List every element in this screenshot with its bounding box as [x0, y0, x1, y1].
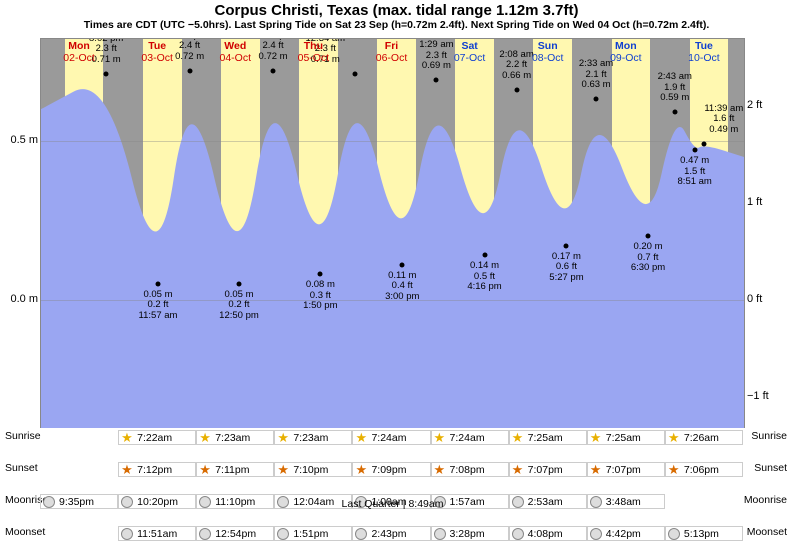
band-cell: 7:26am: [665, 430, 743, 445]
tide-extremum-label: 0.05 m0.2 ft12:50 pm: [219, 290, 259, 321]
band-cell: 7:12pm: [118, 462, 196, 477]
tide-extremum-label: 11:39 am1.6 ft0.49 m: [704, 104, 743, 135]
tide-extremum-dot: [187, 68, 192, 73]
band-cell: 7:24am: [352, 430, 430, 445]
tide-extremum-label: 0.20 m0.7 ft6:30 pm: [631, 242, 665, 273]
row-label-right: Moonrise: [744, 494, 787, 506]
band-cell: 7:25am: [509, 430, 587, 445]
sun-moon-bands: Sunrise Sunrise 7:22am 7:23am 7:23am 7:2…: [40, 430, 745, 494]
tide-extremum-label: 0.05 m0.2 ft11:57 am: [139, 290, 178, 321]
band-cell: 7:08pm: [431, 462, 509, 477]
sunrise-icon: [512, 432, 524, 444]
tide-extremum-dot: [104, 71, 109, 76]
day-header: Sun08-Oct: [509, 40, 587, 64]
day-header: Fri06-Oct: [353, 40, 431, 64]
y-tick-m: 0.5 m: [6, 134, 38, 146]
band-row-sunset: Sunset Sunset 7:12pm 7:11pm 7:10pm 7:09p…: [40, 462, 745, 478]
sunset-icon: [668, 464, 680, 476]
tide-extremum-dot: [564, 243, 569, 248]
band-cell: 7:06pm: [665, 462, 743, 477]
row-label-left: Sunset: [5, 462, 38, 474]
sunset-icon: [512, 464, 524, 476]
sunset-icon: [355, 464, 367, 476]
day-header: Mon02-Oct: [40, 40, 118, 64]
tide-extremum-dot: [645, 234, 650, 239]
band-cell: 7:07pm: [509, 462, 587, 477]
tide-extremum-label: 0.11 m0.4 ft3:00 pm: [385, 271, 419, 302]
tide-extremum-dot: [434, 78, 439, 83]
row-label-right: Sunrise: [751, 430, 787, 442]
tide-extremum-label: 0.47 m1.5 ft8:51 am: [678, 156, 712, 187]
band-cell: 7:07pm: [587, 462, 665, 477]
day-header: Sat07-Oct: [431, 40, 509, 64]
moonset-icon: [590, 528, 602, 540]
sunset-icon: [434, 464, 446, 476]
y-tick-m: 0.0 m: [6, 293, 38, 305]
tide-extremum-label: 0.14 m0.5 ft4:16 pm: [467, 261, 501, 292]
tide-extremum-dot: [236, 281, 241, 286]
sunrise-icon: [199, 432, 211, 444]
sunset-icon: [277, 464, 289, 476]
moonset-icon: [668, 528, 680, 540]
band-row-sunrise: Sunrise Sunrise 7:22am 7:23am 7:23am 7:2…: [40, 430, 745, 446]
sunrise-icon: [668, 432, 680, 444]
day-header: Wed04-Oct: [196, 40, 274, 64]
sunrise-icon: [434, 432, 446, 444]
tide-extremum-dot: [353, 71, 358, 76]
band-cell: 7:24am: [431, 430, 509, 445]
tide-extremum-dot: [318, 272, 323, 277]
sunset-icon: [590, 464, 602, 476]
plot-area: 8:02 pm2.3 ft0.71 m0.05 m0.2 ft11:57 am9…: [40, 38, 745, 428]
tide-extremum-dot: [692, 148, 697, 153]
tide-chart: Corpus Christi, Texas (max. tidal range …: [0, 0, 793, 539]
tide-extremum-label: 2:43 am1.9 ft0.59 m: [658, 72, 692, 103]
tide-extremum-label: 2:33 am2.1 ft0.63 m: [579, 59, 613, 90]
day-header: Thu05-Oct: [274, 40, 352, 64]
band-cell: 7:22am: [118, 430, 196, 445]
moonset-icon: [512, 528, 524, 540]
row-label-right: Moonset: [747, 526, 787, 538]
sunset-icon: [121, 464, 133, 476]
row-label-left: Moonset: [5, 526, 45, 538]
row-label-left: Sunrise: [5, 430, 41, 442]
moonset-icon: [355, 528, 367, 540]
band-cell: 7:09pm: [352, 462, 430, 477]
band-cell: 7:10pm: [274, 462, 352, 477]
moon-phase-note: Last Quarter | 8:49am: [40, 498, 745, 510]
tide-extremum-dot: [594, 97, 599, 102]
day-header: Tue03-Oct: [118, 40, 196, 64]
chart-subtitle: Times are CDT (UTC −5.0hrs). Last Spring…: [0, 19, 793, 33]
row-label-right: Sunset: [754, 462, 787, 474]
tide-extremum-dot: [271, 68, 276, 73]
tide-extremum-label: 0.08 m0.3 ft1:50 pm: [303, 280, 337, 311]
band-row-moonset: Moonset Moonset 11:51am 12:54pm 1:51pm 2…: [40, 526, 745, 542]
tide-extremum-dot: [672, 110, 677, 115]
sunrise-icon: [277, 432, 289, 444]
sunrise-icon: [355, 432, 367, 444]
y-tick-ft: 0 ft: [747, 293, 787, 305]
tide-extremum-dot: [482, 253, 487, 258]
y-tick-ft: −1 ft: [747, 390, 787, 402]
moonset-icon: [199, 528, 211, 540]
chart-title: Corpus Christi, Texas (max. tidal range …: [0, 0, 793, 19]
tide-extremum-dot: [400, 262, 405, 267]
sunset-icon: [199, 464, 211, 476]
y-tick-ft: 2 ft: [747, 99, 787, 111]
moonset-icon: [277, 528, 289, 540]
band-cell: 7:25am: [587, 430, 665, 445]
sunrise-icon: [121, 432, 133, 444]
band-cell: 7:23am: [274, 430, 352, 445]
day-header: Tue10-Oct: [665, 40, 743, 64]
moonset-icon: [121, 528, 133, 540]
y-tick-ft: 1 ft: [747, 196, 787, 208]
day-header: Mon09-Oct: [587, 40, 665, 64]
tide-extremum-dot: [701, 141, 706, 146]
tide-extremum-label: 0.17 m0.6 ft5:27 pm: [549, 252, 583, 283]
tide-extremum-dot: [156, 281, 161, 286]
moonset-icon: [434, 528, 446, 540]
band-cell: 7:11pm: [196, 462, 274, 477]
tide-extremum-dot: [514, 87, 519, 92]
band-cell: 7:23am: [196, 430, 274, 445]
sunrise-icon: [590, 432, 602, 444]
